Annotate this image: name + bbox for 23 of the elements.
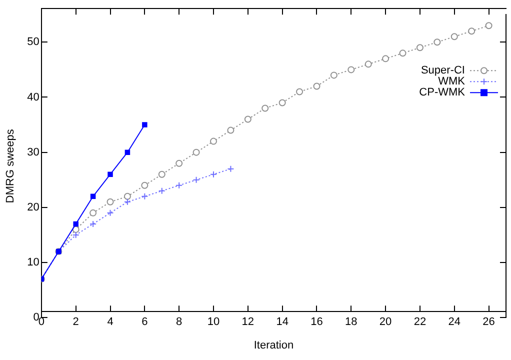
x-axis-title: Iteration (254, 339, 294, 352)
x-tick-label: 12 (242, 316, 254, 328)
y-axis-title: DMRG sweeps (4, 128, 17, 204)
legend-label: Super-CI (420, 64, 465, 77)
x-tick-label: 4 (107, 316, 114, 328)
y-tick-label: 50 (27, 36, 40, 48)
legend-label: WMK (438, 76, 466, 88)
legend-label: CP-WMK (419, 86, 466, 99)
y-tick-label: 30 (27, 146, 40, 158)
y-tick-label: 10 (27, 256, 40, 269)
x-tick-label: 10 (207, 316, 220, 328)
y-tick-label: 40 (27, 91, 40, 104)
x-tick-label: 24 (448, 316, 461, 328)
x-tick-label: 26 (482, 316, 495, 328)
x-tick-label: 18 (345, 316, 358, 328)
x-tick-label: 22 (414, 316, 426, 328)
x-tick-label: 6 (142, 316, 148, 328)
y-tick-label: 20 (27, 201, 40, 214)
x-tick-label: 2 (72, 316, 79, 328)
x-tick-label: 8 (176, 316, 182, 328)
x-tick-label: 20 (379, 316, 392, 328)
x-tick-label: 16 (310, 316, 323, 328)
x-tick-label: 14 (276, 316, 288, 328)
